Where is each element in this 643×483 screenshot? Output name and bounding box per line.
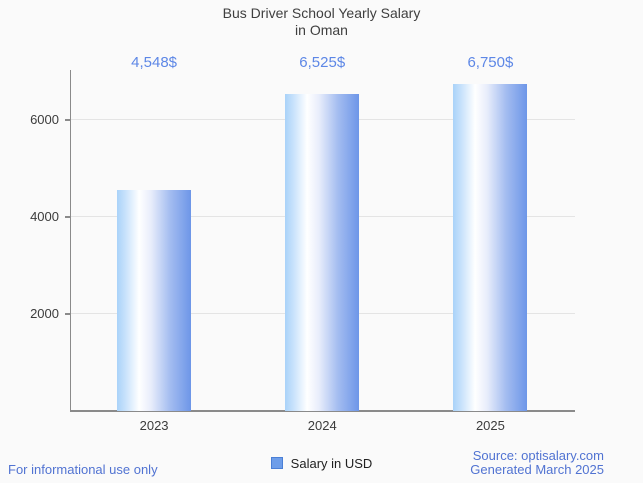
value-label-2023: 4,548$ [131, 54, 178, 71]
source-text: Source: optisalary.com [472, 448, 604, 463]
ytick-label-4000: 4000 [30, 208, 59, 224]
ytick-label-6000: 6000 [30, 111, 59, 127]
legend-swatch-icon [270, 457, 283, 469]
chart-title-line2: in Oman [295, 22, 348, 38]
generated-text: Generated March 2025 [470, 462, 604, 477]
bar-2024 [285, 94, 360, 411]
value-label-2025: 6,750$ [467, 54, 514, 71]
bar-2025 [453, 83, 528, 411]
ytick-label-2000: 2000 [30, 305, 59, 321]
ytick-mark-2000 [65, 313, 70, 315]
ytick-mark-6000 [65, 119, 70, 121]
category-label-2024: 2024 [307, 418, 337, 433]
category-label-2023: 2023 [139, 418, 169, 433]
legend-label: Salary in USD [290, 455, 373, 471]
source-info: Source: optisalary.com Generated March 2… [470, 449, 604, 477]
disclaimer-text: For informational use only [8, 462, 158, 477]
ytick-mark-4000 [65, 216, 70, 218]
chart-title: Bus Driver School Yearly Salary in Oman [0, 5, 643, 39]
legend: Salary in USD [0, 455, 643, 471]
category-label-2025: 2025 [475, 418, 505, 433]
bar-2023 [117, 190, 192, 411]
value-label-2024: 6,525$ [299, 54, 346, 71]
x-axis-line [69, 410, 575, 412]
y-axis-line [69, 70, 71, 412]
chart-title-line1: Bus Driver School Yearly Salary [222, 5, 421, 21]
